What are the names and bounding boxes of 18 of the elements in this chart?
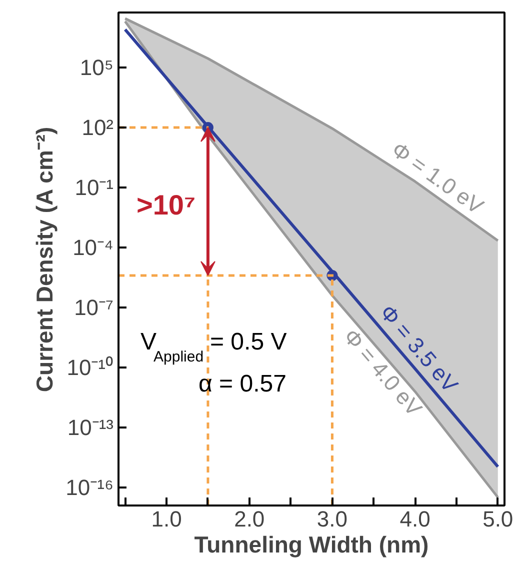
y-tick-label: 10⁻¹⁰ [66,354,114,380]
y-tick-label: 10⁻⁴ [72,234,114,260]
annotation: >10⁷ [136,190,196,220]
x-tick-label: 4.0 [400,506,430,532]
annotation: α = 0.57 [198,370,286,398]
y-tick-label: 10⁻⁷ [74,294,114,320]
y-tick-label: 10⁻¹⁶ [66,475,114,500]
x-tick-label: 2.0 [234,506,265,532]
text: Φ = 1.0 eV [387,136,488,220]
x-axis-title: Tunneling Width (nm) [194,532,429,558]
x-tick-label: 3.0 [316,506,348,532]
y-tick-label: 10⁻¹ [74,174,114,200]
y-tick-label: 10² [82,114,114,140]
y-tick-label: 10⁻¹³ [67,415,114,440]
y-tick-label: 10⁵ [80,54,114,80]
x-tick-label: 1.0 [151,506,182,532]
y-axis-title: Current Density (A cm⁻²) [32,126,58,392]
x-tick-label: 5.0 [482,506,514,532]
